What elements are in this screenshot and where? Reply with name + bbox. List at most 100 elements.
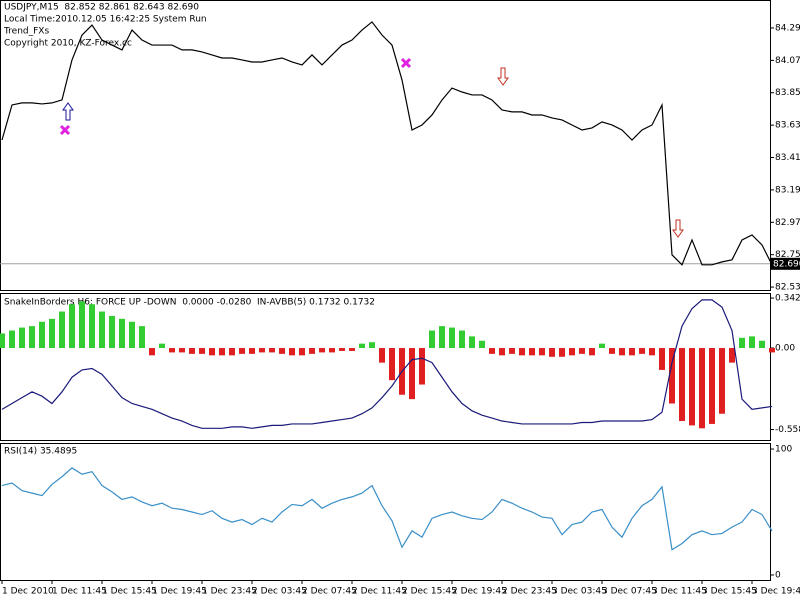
- sell-arrow: [497, 67, 509, 86]
- y-tick-label: 83.412: [775, 153, 800, 163]
- buy-arrow: [62, 102, 74, 121]
- histogram-bar: [159, 343, 165, 349]
- y-tick-label: 82.752: [775, 250, 800, 260]
- histogram-bar: [699, 348, 705, 429]
- histogram-bar: [329, 348, 335, 353]
- x-tick-label: 2 Dec 15:45: [402, 587, 457, 597]
- x-tick-label: 3 Dec 11:45: [652, 587, 707, 597]
- histogram-bar: [709, 348, 715, 424]
- x-tick-label: 2 Dec 11:45: [352, 587, 407, 597]
- indicator-label: Trend_FXs: [3, 27, 49, 37]
- histogram-bar: [499, 348, 505, 356]
- histogram-bar: [569, 348, 575, 356]
- histogram-bar: [379, 348, 385, 363]
- y-tick-label: 0: [775, 570, 781, 580]
- histogram-bar: [69, 304, 75, 349]
- histogram-bar: [249, 348, 255, 354]
- histogram-bar: [759, 340, 765, 349]
- histogram-bar: [179, 348, 185, 353]
- histogram-bar: [529, 348, 535, 356]
- histogram-bar: [239, 348, 245, 354]
- y-tick-label: 83.632: [775, 121, 800, 131]
- histogram-bar: [279, 348, 285, 354]
- y-tick-label: 84.292: [775, 23, 800, 33]
- histogram-bar: [589, 348, 595, 356]
- y-tick-label: 82.532: [775, 283, 800, 293]
- histogram-bar: [199, 348, 205, 354]
- histogram-bar: [209, 348, 215, 356]
- histogram-bar: [469, 336, 475, 349]
- histogram-bar: [439, 326, 445, 349]
- histogram-bar: [289, 348, 295, 356]
- histogram-bar: [539, 348, 545, 356]
- x-tick-label: 1 Dec 11:45: [52, 587, 107, 597]
- y-tick-label: -0.5584: [775, 425, 800, 435]
- series-line: [1, 299, 773, 429]
- histogram-bar: [729, 348, 735, 363]
- histogram-bar: [59, 311, 65, 349]
- histogram-bar: [549, 348, 555, 357]
- histogram-bar: [389, 348, 395, 381]
- histogram-bar: [609, 348, 615, 354]
- histogram-bar: [229, 348, 235, 356]
- histogram-bar: [489, 348, 495, 354]
- price-label-box: [771, 257, 800, 270]
- histogram-bar: [639, 348, 645, 354]
- histogram-bar: [0, 333, 5, 349]
- indicator-label: Copyright 2010, KZ-Forex.cc: [4, 39, 132, 49]
- y-tick-label: 84.072: [775, 56, 800, 66]
- histogram-bar: [509, 348, 515, 354]
- histogram-bar: [269, 348, 275, 353]
- histogram-bar: [579, 348, 585, 354]
- histogram-bar: [659, 348, 665, 370]
- y-tick-label: 0.3424: [775, 294, 800, 304]
- signal-cross: [59, 124, 71, 136]
- histogram-bar: [359, 343, 365, 349]
- rsi-title: RSI(14) 35.4895: [4, 447, 77, 457]
- histogram-bar: [649, 348, 655, 356]
- histogram-bar: [219, 348, 225, 356]
- histogram-bar: [769, 348, 775, 353]
- y-tick-label: 83.192: [775, 185, 800, 195]
- x-tick-label: 3 Dec 03:45: [552, 587, 607, 597]
- oscillator-panel: [0, 293, 771, 441]
- signal-cross: [400, 57, 412, 69]
- histogram-bar: [39, 321, 45, 349]
- series-line: [1, 467, 773, 551]
- histogram-bar: [749, 336, 755, 349]
- x-tick-label: 3 Dec 19:45: [752, 587, 800, 597]
- y-tick-label: 0.00: [775, 344, 795, 354]
- y-tick-label: 82.972: [775, 218, 800, 228]
- price-panel: [0, 0, 771, 291]
- histogram-bar: [619, 348, 625, 356]
- x-tick-label: 2 Dec 19:45: [452, 587, 507, 597]
- histogram-bar: [19, 327, 25, 349]
- indicator-label: Local Time:2010.12.05 16:42:25 System Ru…: [4, 15, 207, 25]
- histogram-bar: [419, 348, 425, 385]
- histogram-bar: [149, 348, 155, 356]
- histogram-bar: [189, 348, 195, 354]
- histogram-bar: [89, 304, 95, 349]
- price-title: USDJPY,M15 82.852 82.861 82.643 82.690: [4, 3, 199, 13]
- histogram-bar: [169, 348, 175, 353]
- histogram-bar: [599, 343, 605, 349]
- histogram-bar: [29, 326, 35, 349]
- histogram-bar: [79, 301, 85, 349]
- x-tick-label: 2 Dec 03:45: [252, 587, 307, 597]
- histogram-bar: [519, 348, 525, 356]
- histogram-bar: [109, 315, 115, 349]
- histogram-bar: [669, 348, 675, 404]
- x-tick-label: 3 Dec 15:45: [702, 587, 757, 597]
- x-tick-label: 1 Dec 2010: [2, 587, 54, 597]
- histogram-bar: [139, 326, 145, 349]
- histogram-bar: [299, 348, 305, 356]
- x-tick-label: 3 Dec 07:45: [602, 587, 657, 597]
- x-tick-label: 1 Dec 23:45: [202, 587, 257, 597]
- rsi-panel: [0, 443, 771, 581]
- sell-arrow: [672, 219, 684, 238]
- histogram-bar: [429, 330, 435, 349]
- histogram-bar: [259, 348, 265, 353]
- price-label: 82.690: [773, 259, 800, 269]
